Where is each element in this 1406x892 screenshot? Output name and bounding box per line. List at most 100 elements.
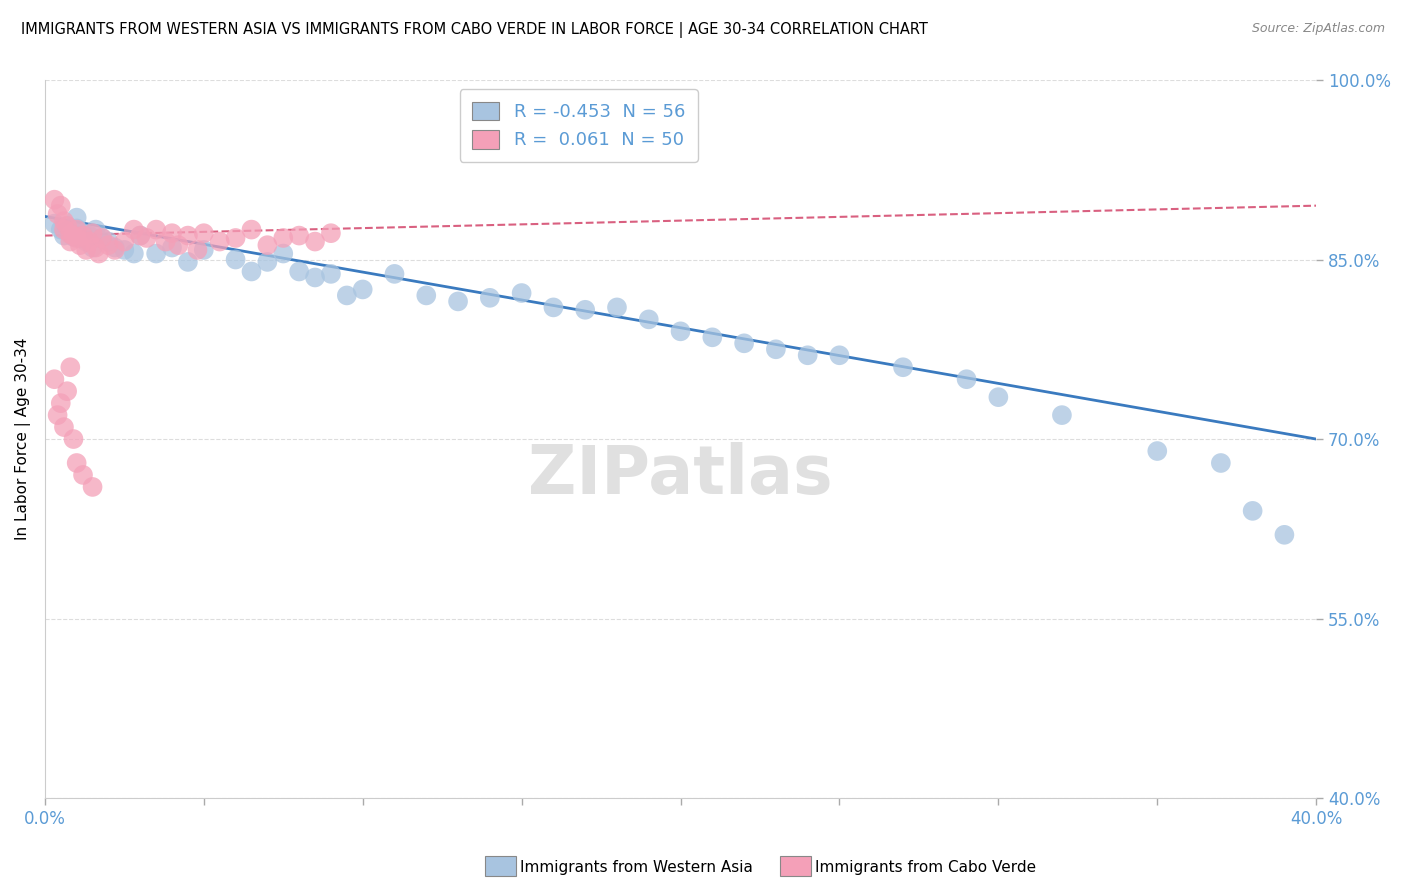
Point — [304, 270, 326, 285]
Text: Source: ZipAtlas.com: Source: ZipAtlas.com — [1251, 22, 1385, 36]
Point — [97, 238, 120, 252]
Point — [145, 246, 167, 260]
Point — [62, 229, 84, 244]
Text: IMMIGRANTS FROM WESTERN ASIA VS IMMIGRANTS FROM CABO VERDE IN LABOR FORCE | AGE : IMMIGRANTS FROM WESTERN ASIA VS IMMIGRAN… — [21, 22, 928, 38]
Point — [62, 432, 84, 446]
Point — [384, 267, 406, 281]
Point — [52, 420, 75, 434]
Point — [56, 219, 79, 233]
Point — [225, 252, 247, 267]
Point — [574, 302, 596, 317]
Point — [256, 255, 278, 269]
Point — [1209, 456, 1232, 470]
Point — [271, 246, 294, 260]
Point — [160, 226, 183, 240]
Point — [669, 324, 692, 338]
Point — [66, 222, 89, 236]
Point — [75, 243, 97, 257]
Point — [84, 222, 107, 236]
Point — [637, 312, 659, 326]
Point — [104, 241, 127, 255]
Point — [167, 238, 190, 252]
Point — [145, 222, 167, 236]
Point — [319, 267, 342, 281]
Point — [987, 390, 1010, 404]
Y-axis label: In Labor Force | Age 30-34: In Labor Force | Age 30-34 — [15, 338, 31, 541]
Point — [208, 235, 231, 249]
Point — [59, 360, 82, 375]
Point — [56, 219, 79, 233]
Point — [44, 217, 66, 231]
Legend: R = -0.453  N = 56, R =  0.061  N = 50: R = -0.453 N = 56, R = 0.061 N = 50 — [460, 89, 697, 162]
Point — [49, 199, 72, 213]
Point — [240, 222, 263, 236]
Point — [49, 222, 72, 236]
Point — [271, 231, 294, 245]
Point — [1241, 504, 1264, 518]
Text: ZIPatlas: ZIPatlas — [529, 442, 832, 508]
Point — [72, 467, 94, 482]
Text: Immigrants from Cabo Verde: Immigrants from Cabo Verde — [815, 860, 1036, 874]
Point — [135, 231, 157, 245]
Point — [66, 211, 89, 225]
Point — [69, 238, 91, 252]
Point — [1146, 444, 1168, 458]
Point — [112, 235, 135, 249]
Point — [52, 228, 75, 243]
Point — [79, 228, 101, 243]
Point — [46, 207, 69, 221]
Point — [59, 235, 82, 249]
Point — [765, 343, 787, 357]
Point — [122, 222, 145, 236]
Point — [72, 228, 94, 243]
Point — [415, 288, 437, 302]
Point — [44, 372, 66, 386]
Point — [52, 214, 75, 228]
Point — [193, 226, 215, 240]
Point — [796, 348, 818, 362]
Point — [193, 243, 215, 257]
Point — [160, 241, 183, 255]
Point — [56, 384, 79, 399]
Point — [91, 231, 114, 245]
Point — [84, 241, 107, 255]
Text: Immigrants from Western Asia: Immigrants from Western Asia — [520, 860, 754, 874]
Point — [59, 227, 82, 242]
Point — [69, 231, 91, 245]
Point — [352, 282, 374, 296]
Point — [66, 231, 89, 245]
Point — [52, 222, 75, 236]
Point — [225, 231, 247, 245]
Point — [955, 372, 977, 386]
Point — [155, 235, 177, 249]
Point — [82, 480, 104, 494]
Point — [82, 241, 104, 255]
Point — [510, 286, 533, 301]
Point — [891, 360, 914, 375]
Point — [256, 238, 278, 252]
Point — [177, 255, 200, 269]
Point — [702, 330, 724, 344]
Point — [1050, 408, 1073, 422]
Point — [288, 264, 311, 278]
Point — [543, 301, 565, 315]
Point — [79, 235, 101, 249]
Point — [91, 231, 114, 245]
Point — [97, 235, 120, 249]
Point — [733, 336, 755, 351]
Point — [59, 226, 82, 240]
Point — [112, 243, 135, 257]
Point — [319, 226, 342, 240]
Point — [82, 226, 104, 240]
Point — [478, 291, 501, 305]
Point — [75, 235, 97, 249]
Point — [186, 243, 208, 257]
Point — [304, 235, 326, 249]
Point — [104, 243, 127, 257]
Point — [44, 193, 66, 207]
Point — [62, 228, 84, 243]
Point — [1274, 528, 1296, 542]
Point — [66, 221, 89, 235]
Point — [336, 288, 359, 302]
Point — [72, 226, 94, 240]
